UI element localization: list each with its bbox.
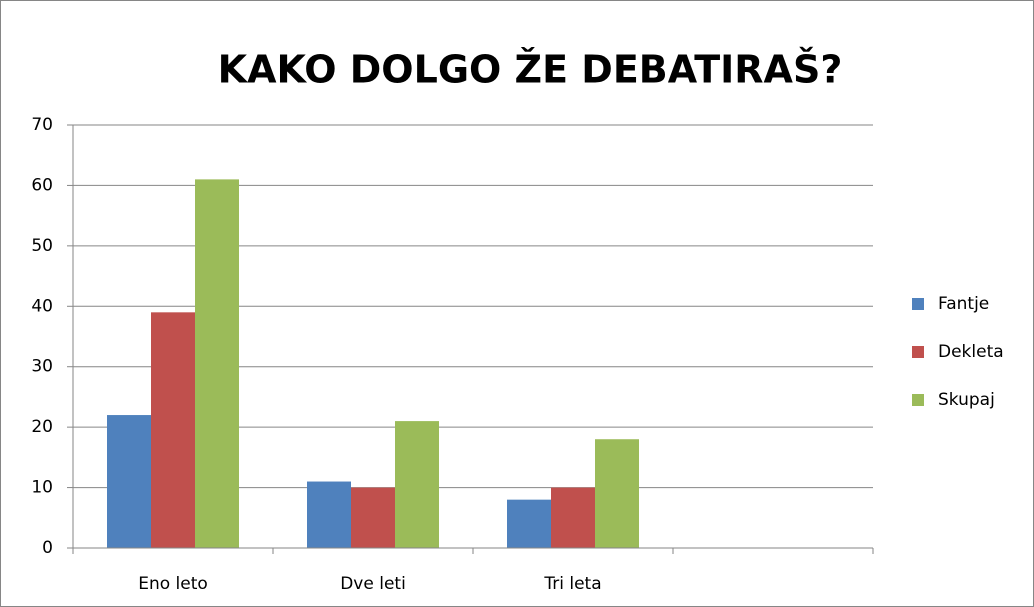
y-tick-label: 30	[31, 357, 53, 377]
y-tick-label: 60	[31, 175, 53, 195]
legend-label: Skupaj	[938, 390, 995, 410]
bar	[395, 421, 439, 548]
x-tick-label: Dve leti	[340, 574, 406, 594]
y-tick-label: 10	[31, 478, 53, 498]
bar	[195, 179, 239, 548]
legend-swatch	[912, 394, 924, 406]
y-tick-label: 70	[31, 115, 53, 135]
legend-swatch	[912, 298, 924, 310]
bar	[307, 481, 351, 548]
x-tick-label: Tri leta	[543, 574, 601, 594]
y-tick-label: 40	[31, 296, 53, 316]
y-tick-label: 20	[31, 417, 53, 437]
bar	[151, 312, 195, 548]
bar	[351, 487, 395, 548]
bar	[551, 487, 595, 548]
legend-label: Fantje	[938, 294, 989, 314]
chart-title: KAKO DOLGO ŽE DEBATIRAŠ?	[218, 48, 843, 92]
y-tick-label: 50	[31, 236, 53, 256]
x-tick-label: Eno leto	[138, 574, 208, 594]
y-tick-label: 0	[42, 538, 53, 558]
legend-swatch	[912, 346, 924, 358]
legend-label: Dekleta	[938, 342, 1004, 362]
bar	[595, 439, 639, 548]
bar	[107, 415, 151, 548]
bar	[507, 499, 551, 548]
